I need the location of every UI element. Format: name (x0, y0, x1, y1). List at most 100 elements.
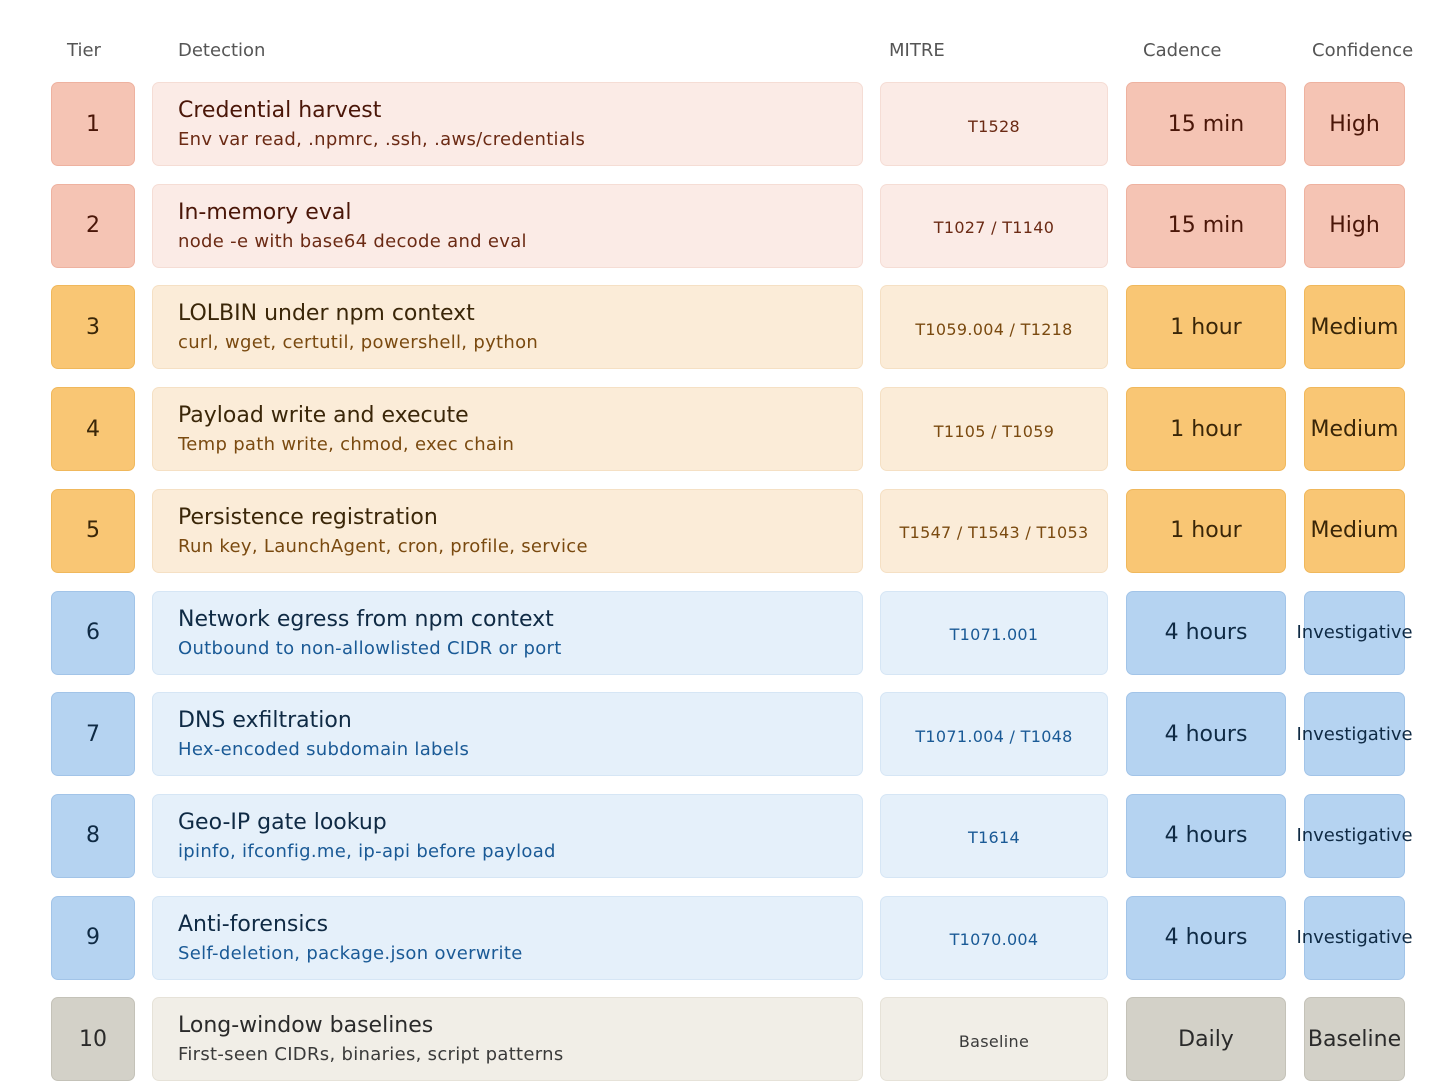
cadence: 1 hour (1170, 416, 1242, 442)
detection-cell: DNS exfiltration Hex-encoded subdomain la… (152, 692, 863, 777)
mitre-id: T1105 / T1059 (933, 421, 1055, 441)
tier-cell: 8 (51, 793, 135, 878)
detection-subtitle: ipinfo, ifconfig.me, ip-api before paylo… (178, 840, 556, 862)
header-confidence: Confidence (1312, 40, 1414, 61)
cadence: 4 hours (1164, 721, 1248, 747)
header-tier: Tier (67, 40, 101, 61)
confidence: Investigative (1296, 927, 1413, 949)
cadence-cell: 4 hours (1126, 590, 1286, 675)
detection-subtitle: Run key, LaunchAgent, cron, profile, ser… (178, 535, 588, 557)
header-cadence: Cadence (1143, 40, 1222, 61)
confidence: High (1329, 111, 1380, 137)
tier-number: 9 (86, 925, 100, 951)
cadence: Daily (1178, 1026, 1234, 1052)
detection-title: LOLBIN under npm context (178, 301, 475, 327)
mitre-cell: T1614 (880, 793, 1108, 878)
confidence: Medium (1310, 314, 1399, 340)
tier-cell: 1 (51, 82, 135, 166)
mitre-id: T1547 / T1543 / T1053 (899, 523, 1089, 543)
tier-number: 10 (79, 1026, 107, 1052)
cadence-cell: 4 hours (1126, 895, 1286, 980)
cadence-cell: 15 min (1126, 183, 1286, 268)
cadence: 15 min (1167, 213, 1245, 239)
confidence: Medium (1310, 518, 1399, 544)
detection-title: In-memory eval (178, 199, 352, 225)
detection-subtitle: Outbound to non-allowlisted CIDR or port (178, 637, 562, 659)
detection-title: Credential harvest (178, 98, 382, 123)
detection-title: Persistence registration (178, 504, 438, 530)
mitre-id: T1071.004 / T1048 (915, 726, 1073, 746)
detection-cell: Payload write and execute Temp path write… (152, 387, 863, 472)
mitre-id: T1071.001 (949, 625, 1039, 644)
tier-number: 8 (86, 823, 100, 849)
detection-cell: Credential harvest Env var read, .npmrc, … (152, 82, 863, 166)
detection-title: Anti-forensics (178, 911, 329, 937)
detection-title: Long-window baselines (178, 1013, 434, 1039)
detection-subtitle: node -e with base64 decode and eval (178, 230, 527, 252)
tier-cell: 9 (51, 895, 135, 980)
tier-cell: 10 (51, 997, 135, 1082)
mitre-id: T1027 / T1140 (933, 218, 1055, 238)
confidence-cell: Investigative (1296, 692, 1413, 777)
confidence-cell: Medium (1304, 488, 1405, 573)
tier-number: 1 (86, 111, 100, 137)
detection-cell: Network egress from npm context Outbound … (152, 590, 863, 675)
mitre-cell: T1059.004 / T1218 (880, 285, 1108, 370)
cadence-cell: Daily (1126, 997, 1286, 1082)
confidence-cell: Investigative (1296, 895, 1413, 980)
detection-cell: Anti-forensics Self-deletion, package.jso… (152, 895, 863, 980)
confidence-cell: Investigative (1296, 590, 1413, 675)
mitre-cell: T1105 / T1059 (880, 387, 1108, 472)
mitre-cell: T1071.004 / T1048 (880, 692, 1108, 777)
confidence: Investigative (1296, 723, 1413, 745)
tier-number: 6 (86, 620, 100, 645)
confidence-cell: High (1304, 183, 1405, 268)
detection-cell: In-memory eval node -e with base64 decode… (152, 183, 863, 268)
header-detection: Detection (178, 40, 266, 61)
mitre-cell: T1027 / T1140 (880, 183, 1108, 268)
detection-subtitle: Temp path write, chmod, exec chain (178, 434, 515, 456)
confidence: High (1329, 213, 1380, 239)
detection-subtitle: Env var read, .npmrc, .ssh, .aws/credent… (178, 129, 586, 150)
detection-title: Payload write and execute (178, 403, 469, 429)
mitre-cell: T1071.001 (880, 590, 1108, 675)
tier-cell: 4 (51, 387, 135, 472)
tier-number: 5 (86, 518, 100, 544)
confidence: Investigative (1296, 622, 1413, 643)
detection-title: Geo-IP gate lookup (178, 809, 387, 835)
mitre-cell: T1070.004 (880, 895, 1108, 980)
tier-number: 2 (86, 213, 100, 239)
tier-number: 7 (86, 721, 100, 747)
cadence: 4 hours (1164, 823, 1248, 849)
tier-cell: 7 (51, 692, 135, 777)
detection-cell: Long-window baselines First-seen CIDRs, b… (152, 997, 863, 1082)
detection-subtitle: curl, wget, certutil, powershell, python (178, 332, 539, 354)
confidence-cell: Investigative (1296, 793, 1413, 878)
mitre-cell: T1528 (880, 82, 1108, 166)
cadence-cell: 4 hours (1126, 692, 1286, 777)
tier-cell: 5 (51, 488, 135, 573)
detection-title: DNS exfiltration (178, 708, 352, 734)
cadence: 4 hours (1164, 925, 1248, 951)
detection-title: Network egress from npm context (178, 606, 554, 632)
confidence-cell: Medium (1304, 285, 1405, 370)
header-mitre: MITRE (889, 40, 945, 61)
mitre-id: T1059.004 / T1218 (915, 319, 1073, 339)
confidence: Medium (1310, 416, 1399, 442)
mitre-id: T1070.004 (949, 930, 1039, 950)
cadence: 1 hour (1170, 314, 1242, 340)
cadence: 15 min (1167, 111, 1245, 137)
mitre-id: T1614 (968, 828, 1020, 848)
tier-cell: 2 (51, 183, 135, 268)
tier-cell: 3 (51, 285, 135, 370)
detection-subtitle: Hex-encoded subdomain labels (178, 739, 470, 761)
detection-subtitle: Self-deletion, package.json overwrite (178, 942, 523, 964)
cadence-cell: 4 hours (1126, 793, 1286, 878)
mitre-cell: T1547 / T1543 / T1053 (880, 488, 1108, 573)
tier-number: 3 (86, 314, 100, 340)
cadence-cell: 1 hour (1126, 387, 1286, 472)
mitre-id: T1528 (968, 116, 1020, 136)
tier-cell: 6 (51, 590, 135, 675)
mitre-id: Baseline (958, 1031, 1030, 1051)
